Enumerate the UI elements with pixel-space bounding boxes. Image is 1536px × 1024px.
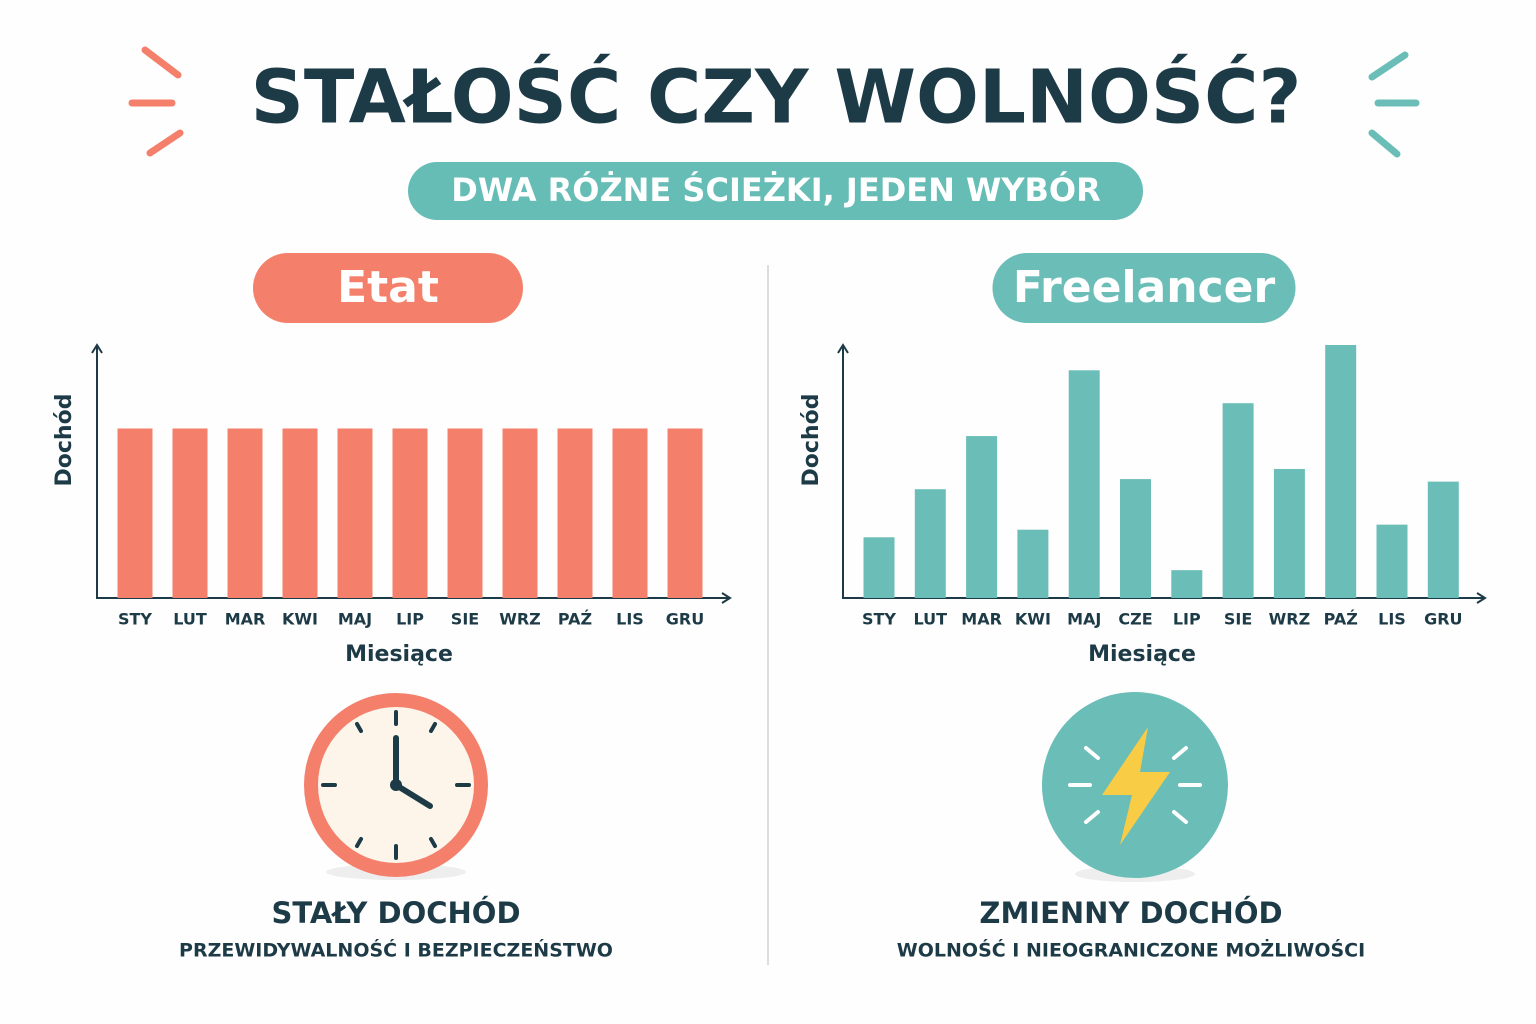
- x-tick-label: STY: [118, 610, 152, 629]
- chart-title-pill: [992, 253, 1296, 323]
- caption-text: PRZEWIDYWALNOŚĆ I BEZPIECZEŃSTWO: [179, 938, 613, 962]
- x-tick-label: WRZ: [499, 610, 541, 629]
- x-tick-label: PAŹ: [1324, 610, 1358, 629]
- bar: [1376, 524, 1408, 598]
- x-tick-label: LIP: [1173, 610, 1201, 629]
- dash: [1368, 129, 1401, 158]
- x-tick-label: SIE: [1224, 610, 1252, 629]
- x-tick-label: SIE: [451, 610, 479, 629]
- spark-lines: [1068, 746, 1202, 824]
- caption-title: STAŁY DOCHÓD: [271, 896, 520, 930]
- x-tick-label: LIS: [616, 610, 644, 629]
- axis-arrow: [91, 343, 732, 604]
- axis: [842, 345, 1485, 599]
- x-tick-label: MAJ: [338, 610, 372, 629]
- bar: [282, 428, 318, 598]
- x-tick-label: CZE: [1118, 610, 1152, 629]
- chart-title: Etat: [337, 262, 439, 313]
- lightning-bolt: [1102, 727, 1170, 845]
- clock-icon: [304, 693, 488, 880]
- axis-arrow: [837, 343, 1487, 604]
- bar: [557, 428, 593, 598]
- x-tick-label: LUT: [173, 610, 207, 629]
- bar: [966, 436, 998, 598]
- x-tick-label: MAJ: [1067, 610, 1101, 629]
- bar: [914, 489, 946, 598]
- bar: [612, 428, 648, 598]
- x-tick-label: MAR: [225, 610, 266, 629]
- dash: [141, 46, 182, 79]
- clock-hand: [393, 782, 433, 809]
- bar: [863, 537, 895, 598]
- page-title: STAŁOŚĆ CZY WOLNOŚĆ?: [251, 53, 1302, 141]
- y-axis-label: Dochód: [799, 394, 824, 487]
- dash: [146, 129, 184, 157]
- clock-ticks: [321, 710, 471, 860]
- x-tick-label: WRZ: [1269, 610, 1311, 629]
- bar: [1222, 403, 1254, 598]
- x-tick-label: KWI: [282, 610, 318, 629]
- bar: [227, 428, 263, 598]
- x-axis-label: Miesiące: [1088, 642, 1196, 667]
- decoration: [128, 46, 1420, 158]
- dash: [1368, 51, 1409, 81]
- bar: [502, 428, 538, 598]
- x-tick-label: GRU: [1424, 610, 1462, 629]
- bar: [117, 428, 153, 598]
- chart-title-pill: [253, 253, 523, 323]
- y-axis-label: Dochód: [52, 394, 77, 487]
- clock-center: [390, 779, 402, 791]
- x-tick-label: KWI: [1015, 610, 1051, 629]
- x-tick-label: MAR: [961, 610, 1002, 629]
- bar: [1068, 370, 1100, 598]
- bar: [667, 428, 703, 598]
- bar: [1120, 479, 1151, 598]
- caption-title: ZMIENNY DOCHÓD: [979, 896, 1282, 930]
- x-tick-label: GRU: [666, 610, 704, 629]
- x-tick-label: LIP: [396, 610, 424, 629]
- caption-text: WOLNOŚĆ I NIEOGRANICZONE MOŻLIWOŚCI: [897, 938, 1365, 962]
- bar: [447, 428, 483, 598]
- x-tick-label: LIS: [1378, 610, 1406, 629]
- bar: [1017, 529, 1049, 598]
- chart-title: Freelancer: [1013, 262, 1276, 313]
- x-tick-label: STY: [862, 610, 896, 629]
- x-axis-label: Miesiące: [345, 642, 453, 667]
- bar: [1325, 345, 1357, 598]
- bar: [337, 428, 373, 598]
- subtitle-pill: [408, 162, 1143, 220]
- bar: [1171, 570, 1203, 598]
- x-tick-label: PAŹ: [558, 610, 592, 629]
- bar: [392, 428, 428, 598]
- subtitle: DWA RÓŻNE ŚCIEŻKI, JEDEN WYBÓR: [451, 170, 1100, 209]
- bar: [1273, 468, 1305, 598]
- x-tick-label: LUT: [914, 610, 948, 629]
- lightning-icon: [1042, 692, 1228, 882]
- bar: [1427, 481, 1459, 598]
- bar: [172, 428, 208, 598]
